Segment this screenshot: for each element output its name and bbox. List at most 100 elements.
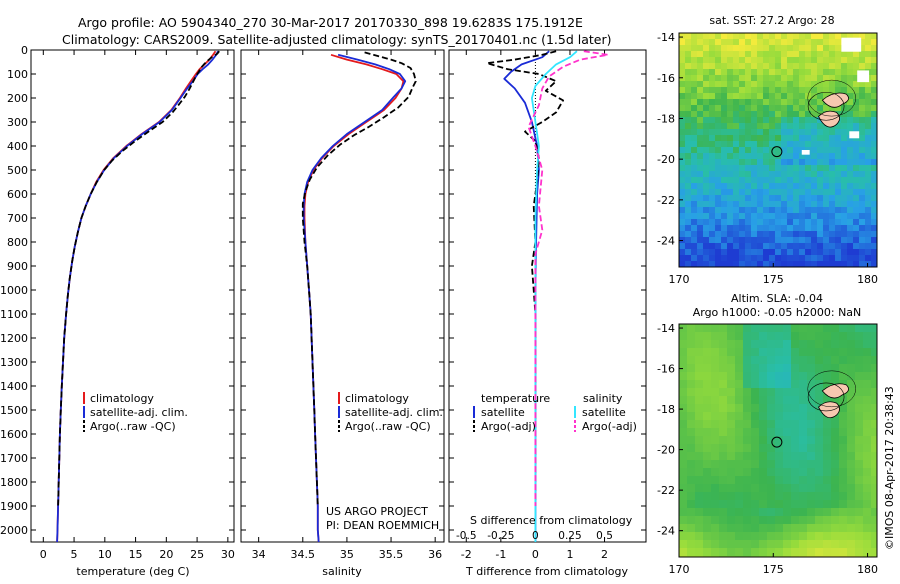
map-cell: [871, 516, 878, 525]
argo-profile-marker: [771, 436, 783, 448]
map-cell: [799, 117, 806, 124]
map-cell: [757, 219, 764, 226]
map-cell: [739, 219, 746, 226]
map-cell: [781, 69, 788, 76]
map-cell: [745, 249, 752, 256]
map-cell: [703, 508, 712, 517]
map-cell: [679, 105, 686, 112]
map-cell: [831, 460, 840, 469]
map-cell: [811, 129, 818, 136]
map-cell: [743, 444, 752, 453]
map-cell: [811, 135, 818, 142]
map-cell: [859, 93, 866, 100]
map-cell: [863, 428, 872, 437]
map-cell: [823, 183, 830, 190]
map-cell: [743, 324, 752, 333]
map-cell: [679, 324, 688, 333]
map-cell: [757, 201, 764, 208]
map-cell: [775, 372, 784, 381]
map-cell: [787, 219, 794, 226]
map-cell: [767, 380, 776, 389]
map-cell: [695, 356, 704, 365]
map-cell: [763, 51, 770, 58]
map-cell: [679, 57, 686, 64]
map-cell: [859, 51, 866, 58]
map-cell: [757, 177, 764, 184]
map-cell: [775, 492, 784, 501]
map-cell: [793, 225, 800, 232]
map-cell: [823, 201, 830, 208]
map-cell: [743, 484, 752, 493]
map-cell: [691, 189, 698, 196]
map-cell: [823, 51, 830, 58]
map-cell: [847, 237, 854, 244]
map-cell: [715, 195, 722, 202]
y-tick-label: 200: [7, 92, 28, 105]
map-cell: [739, 189, 746, 196]
map-cell: [745, 57, 752, 64]
map-cell: [775, 213, 782, 220]
map-cell: [751, 39, 758, 46]
map-cell: [853, 249, 860, 256]
map-cell: [727, 396, 736, 405]
map-cell: [871, 195, 878, 202]
map-cell: [855, 380, 864, 389]
map-cell: [811, 255, 818, 262]
map-cell: [709, 249, 716, 256]
map-cell: [751, 324, 760, 333]
map-cell: [781, 231, 788, 238]
map-cell: [703, 111, 710, 118]
map-cell: [739, 93, 746, 100]
map-cell: [811, 87, 818, 94]
map-cell: [715, 33, 722, 40]
map-cell: [691, 177, 698, 184]
map-cell: [829, 129, 836, 136]
map-cell: [735, 388, 744, 397]
map-cell: [745, 153, 752, 160]
map-cell: [835, 81, 842, 88]
map-cell: [829, 141, 836, 148]
map-cell: [739, 141, 746, 148]
map-cell: [751, 225, 758, 232]
map-cell: [793, 129, 800, 136]
map-cell: [711, 460, 720, 469]
map-cell: [733, 189, 740, 196]
map-cell: [781, 207, 788, 214]
map-cell: [781, 159, 788, 166]
map-cell: [767, 420, 776, 429]
map-cell: [695, 444, 704, 453]
map-cell: [769, 33, 776, 40]
map-cell: [811, 231, 818, 238]
map-cell: [793, 237, 800, 244]
map-cell: [727, 508, 736, 517]
map-cell: [733, 159, 740, 166]
map-cell: [835, 75, 842, 82]
y-tick-label: -18: [657, 403, 675, 416]
map-cell: [781, 105, 788, 112]
map-cell: [709, 45, 716, 52]
map-cell: [715, 189, 722, 196]
map-cell: [859, 141, 866, 148]
map-cell: [791, 372, 800, 381]
map-cell: [853, 189, 860, 196]
map-cell: [703, 548, 712, 557]
map-cell: [769, 159, 776, 166]
map-cell: [793, 87, 800, 94]
map-cell: [775, 105, 782, 112]
map-cell: [727, 117, 734, 124]
map-cell: [807, 404, 816, 413]
map-cell: [811, 219, 818, 226]
map-cell: [829, 105, 836, 112]
map-cell: [781, 81, 788, 88]
map-cell: [679, 51, 686, 58]
map-cell: [865, 141, 872, 148]
map-cell: [739, 39, 746, 46]
map-cell: [703, 340, 712, 349]
map-cell: [769, 129, 776, 136]
map-cell: [721, 249, 728, 256]
map-cell: [835, 243, 842, 250]
map-cell: [835, 165, 842, 172]
map-cell: [847, 111, 854, 118]
map-cell: [757, 135, 764, 142]
map-cell: [871, 45, 878, 52]
